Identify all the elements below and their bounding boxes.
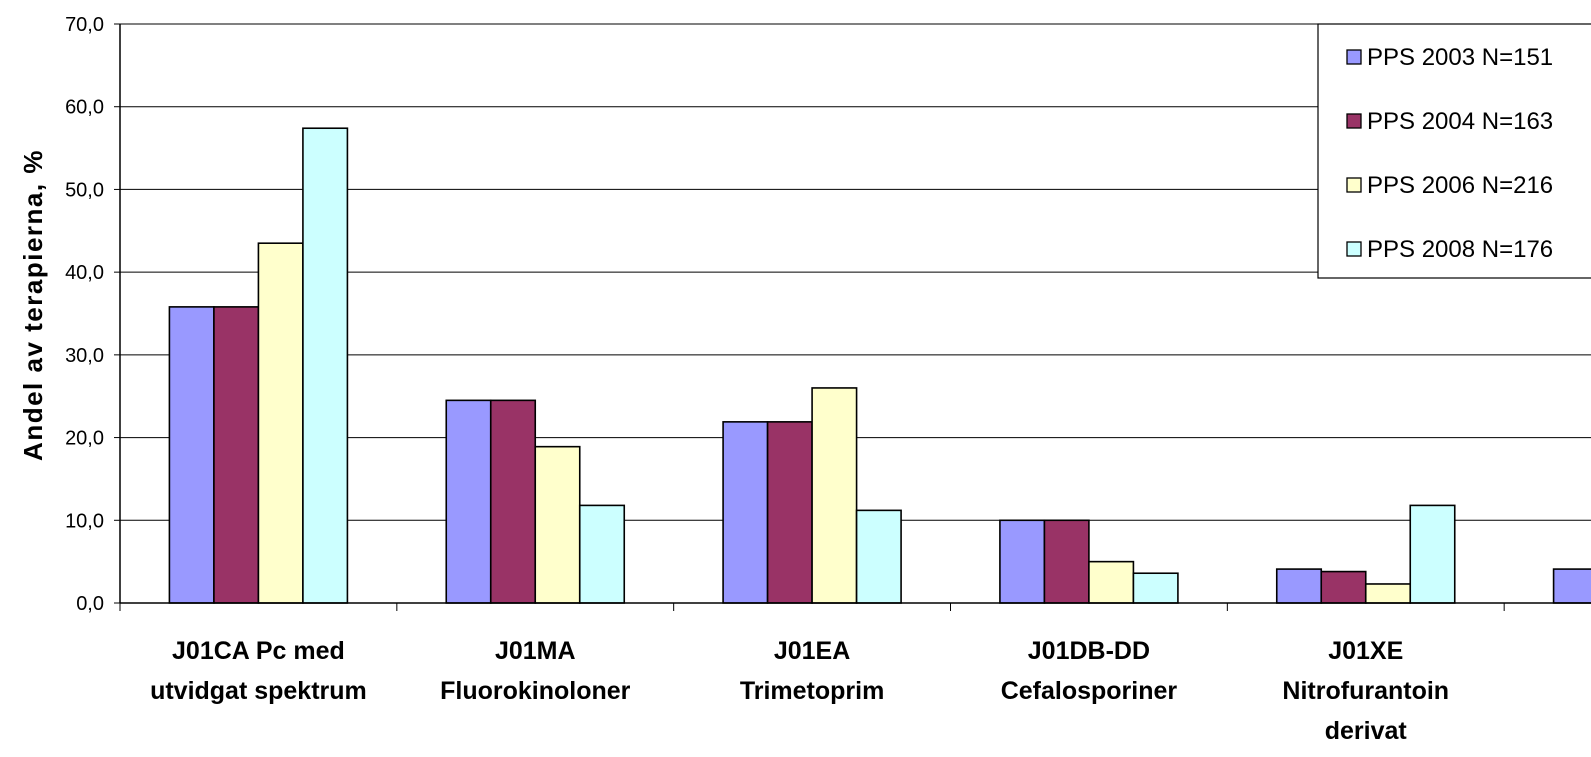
category-label: J01CA Pc med utvidgat spektrum: [150, 637, 367, 705]
bar: [1320, 570, 1367, 604]
bar: [1409, 504, 1456, 604]
bar: [1552, 568, 1591, 604]
y-tick-label: 0,0: [76, 593, 104, 615]
bars: [168, 127, 1591, 604]
legend: PPS 2003 N=151 PPS 2004 N=163 PPS 2006 N=2…: [1317, 23, 1591, 279]
bar: [999, 519, 1046, 604]
y-tick-label: 60,0: [65, 97, 104, 119]
legend-swatch: [1346, 241, 1362, 257]
legend-label: PPS 2006 N=216: [1367, 172, 1553, 199]
bar: [578, 504, 626, 604]
bar: [534, 445, 581, 604]
bar: [213, 306, 260, 604]
y-tick-label: 20,0: [65, 428, 104, 450]
legend-label: PPS 2003 N=151: [1367, 44, 1553, 71]
bar: [855, 509, 902, 604]
legend-label: PPS 2004 N=163: [1367, 108, 1553, 135]
y-axis-ticks: 0,0 10,0 20,0 30,0 40,0 50,0 60,0 70,0: [65, 14, 120, 615]
bar: [302, 127, 349, 604]
category-labels: J01CA Pc med utvidgat spektrum J01MA Fluoro…: [150, 637, 1449, 745]
y-tick-label: 50,0: [65, 179, 104, 201]
bar: [722, 421, 769, 604]
axes: [119, 24, 1591, 611]
gridlines: [120, 23, 1591, 521]
bar: [766, 421, 813, 604]
category-label: J01XE Nitrofurantoin derivat: [1282, 637, 1449, 745]
y-tick-label: 70,0: [65, 14, 104, 36]
y-axis-label: Andel av terapierna, %: [18, 149, 48, 461]
category-label: J01MA Fluorokinoloner: [440, 637, 631, 705]
bar: [1364, 583, 1412, 604]
y-tick-label: 10,0: [65, 510, 104, 532]
bar: [168, 306, 215, 604]
bar: [1132, 572, 1179, 604]
legend-label: PPS 2008 N=176: [1367, 236, 1553, 263]
bar: [257, 242, 304, 604]
bar: [1088, 560, 1135, 604]
bar: [811, 387, 858, 604]
bar: [445, 399, 492, 604]
legend-box: [1317, 23, 1591, 279]
bar: [489, 399, 537, 604]
legend-swatch: [1346, 113, 1362, 129]
category-label: J01DB-DD Cefalosporiner: [1001, 637, 1178, 705]
legend-swatch: [1346, 49, 1362, 65]
y-tick-label: 30,0: [65, 345, 104, 367]
legend-swatch: [1346, 177, 1362, 193]
y-tick-label: 40,0: [65, 262, 104, 284]
bar: [1275, 568, 1323, 604]
category-label: J01EA Trimetoprim: [740, 637, 884, 705]
bar: [1043, 519, 1090, 604]
